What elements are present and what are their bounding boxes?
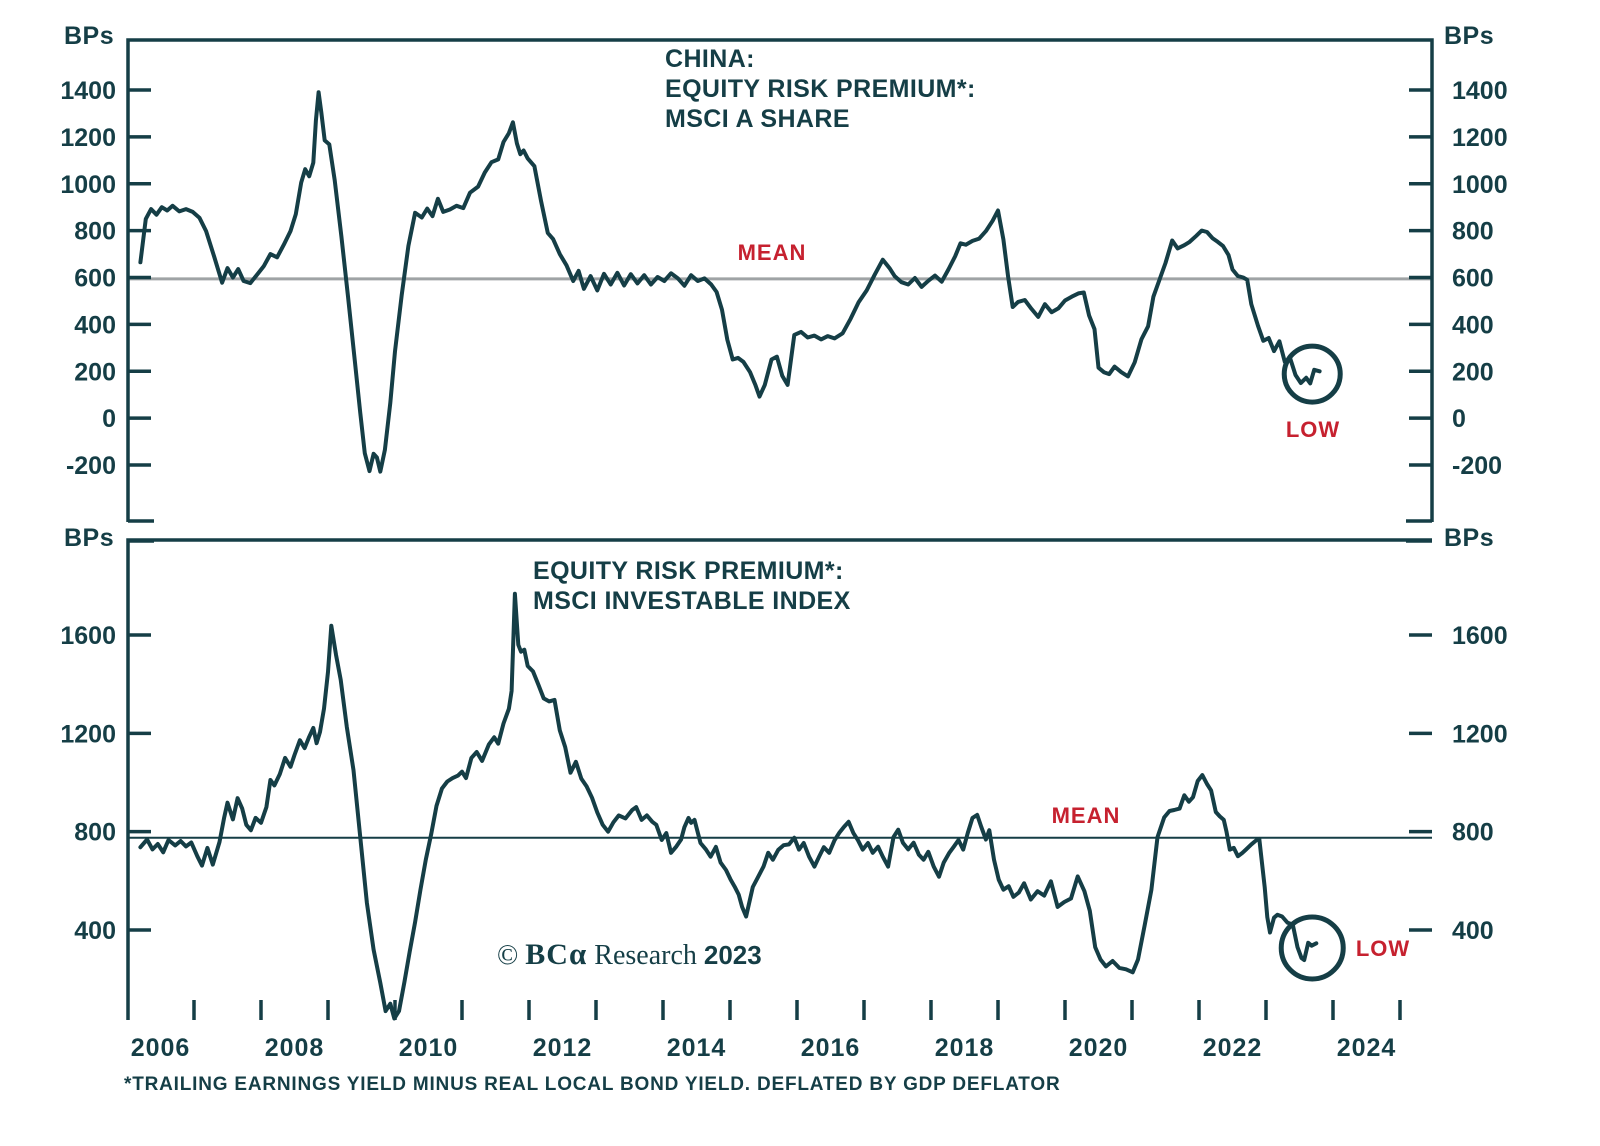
x-tick-label: 2014 bbox=[667, 1034, 727, 1062]
y-tick-label-right: 0 bbox=[1452, 405, 1466, 433]
low-circle-annotation-bottom bbox=[1278, 914, 1346, 982]
y-tick-label-right: 800 bbox=[1452, 819, 1494, 847]
y-tick-label-left: -200 bbox=[66, 452, 116, 480]
bps-unit-bottom-right: BPs bbox=[1444, 524, 1495, 552]
top-panel-title: CHINA: EQUITY RISK PREMIUM*: MSCI A SHAR… bbox=[665, 45, 976, 133]
copyright: © BCα Research 2023 bbox=[497, 936, 762, 972]
axis-frame-top bbox=[126, 38, 1434, 522]
y-tick-label-right: 1200 bbox=[1452, 720, 1508, 748]
series-line-top bbox=[138, 90, 1322, 474]
low-circle-annotation-top bbox=[1281, 343, 1343, 405]
y-tick-label-right: 1400 bbox=[1452, 77, 1508, 105]
y-tick-label-left: 800 bbox=[74, 819, 116, 847]
bps-unit-top-left: BPs bbox=[64, 22, 115, 50]
y-tick-label-right: 1000 bbox=[1452, 171, 1508, 199]
bottom-panel-title: EQUITY RISK PREMIUM*: MSCI INVESTABLE IN… bbox=[533, 557, 851, 615]
y-tick-label-right: 1600 bbox=[1452, 622, 1508, 650]
series-line-bottom bbox=[138, 591, 1319, 1021]
x-tick-label: 2010 bbox=[399, 1034, 459, 1062]
mean-label-top: MEAN bbox=[737, 240, 807, 265]
copyright-year: 2023 bbox=[703, 940, 762, 970]
y-tick-label-left: 1200 bbox=[60, 124, 116, 152]
low-label-bottom: LOW bbox=[1355, 936, 1411, 961]
y-tick-label-right: -200 bbox=[1452, 452, 1502, 480]
y-tick-label-left: 1400 bbox=[60, 77, 116, 105]
low-label-top: LOW bbox=[1285, 417, 1341, 442]
y-tick-label-right: 400 bbox=[1452, 917, 1494, 945]
y-tick-label-right: 400 bbox=[1452, 311, 1494, 339]
x-tick-label: 2024 bbox=[1337, 1034, 1397, 1062]
mean-label-bottom: MEAN bbox=[1051, 803, 1121, 828]
y-tick-label-left: 400 bbox=[74, 311, 116, 339]
panel-top: 1400 1400 1200 1200 1000 1000 800 800 600 600 400 4… bbox=[60, 38, 1508, 523]
x-tick-label: 2020 bbox=[1069, 1034, 1129, 1062]
y-tick-label-right: 200 bbox=[1452, 358, 1494, 386]
y-tick-label-left: 1000 bbox=[60, 171, 116, 199]
x-tick-label: 2022 bbox=[1203, 1034, 1263, 1062]
bps-unit-bottom-left: BPs bbox=[64, 524, 115, 552]
x-tick-label: 2008 bbox=[265, 1034, 325, 1062]
x-tick-label: 2016 bbox=[801, 1034, 861, 1062]
y-tick-label-left: 800 bbox=[74, 218, 116, 246]
y-tick-label-right: 600 bbox=[1452, 265, 1494, 293]
y-tick-label-left: 1200 bbox=[60, 720, 116, 748]
bps-unit-top-right: BPs bbox=[1444, 22, 1495, 50]
copyright-text: Research bbox=[594, 940, 697, 971]
panel-bottom: 1600 1600 1200 1200 800 800 400 400 bbox=[60, 538, 1508, 1021]
copyright-alpha-glyph: α bbox=[568, 936, 588, 971]
x-tick-label: 2006 bbox=[131, 1034, 191, 1062]
copyright-brand: BCα bbox=[525, 936, 588, 971]
x-tick-label: 2012 bbox=[533, 1034, 593, 1062]
y-tick-label-left: 600 bbox=[74, 265, 116, 293]
y-tick-label-right: 1200 bbox=[1452, 124, 1508, 152]
y-tick-label-left: 200 bbox=[74, 358, 116, 386]
y-tick-label-left: 1600 bbox=[60, 622, 116, 650]
x-tick-label: 2018 bbox=[935, 1034, 995, 1062]
x-axis: 2006 2008 2010 2012 2014 2016 2018 2020 2022 2024 bbox=[131, 1000, 1402, 1062]
copyright-symbol: © bbox=[497, 940, 519, 971]
y-tick-label-left: 0 bbox=[102, 405, 116, 433]
footnote: *TRAILING EARNINGS YIELD MINUS REAL LOCA… bbox=[124, 1074, 1061, 1095]
y-tick-label-right: 800 bbox=[1452, 218, 1494, 246]
y-tick-label-left: 400 bbox=[74, 917, 116, 945]
